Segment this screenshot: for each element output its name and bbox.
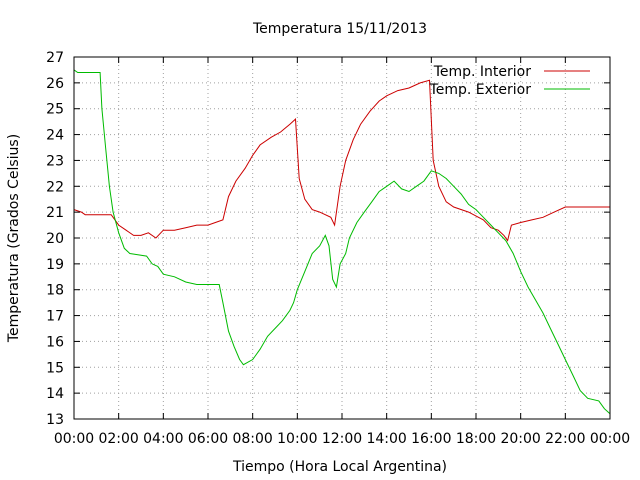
x-tick-label: 18:00 <box>456 431 496 447</box>
x-axis-label: Tiempo (Hora Local Argentina) <box>232 459 447 475</box>
y-tick-label: 27 <box>46 50 64 66</box>
y-tick-label: 15 <box>46 360 64 376</box>
series-lines <box>73 69 611 415</box>
x-tick-label: 04:00 <box>143 431 183 447</box>
x-tick-label: 14:00 <box>366 431 406 447</box>
x-tick-label: 10:00 <box>277 431 317 447</box>
y-tick-label: 22 <box>46 179 64 195</box>
series-line-temp-exterior <box>73 69 611 415</box>
x-tick-labels: 00:00 02:00 04:00 06:00 08:00 10:00 12:00 14:00… <box>54 431 630 447</box>
grid <box>74 57 610 419</box>
x-tick-label: 22:00 <box>545 431 585 447</box>
y-axis-label: Temperatura (Grados Celsius) <box>6 134 22 343</box>
x-tick-label: 20:00 <box>500 431 540 447</box>
y-tick-label: 17 <box>46 309 64 325</box>
legend-label-temp-exterior: Temp. Exterior <box>429 82 532 98</box>
x-tick-label: 00:00 <box>54 431 94 447</box>
y-tick-label: 19 <box>46 257 64 273</box>
legend-label-temp-interior: Temp. Interior <box>433 64 532 80</box>
y-tick-label: 23 <box>46 153 64 169</box>
y-tick-label: 21 <box>46 205 64 221</box>
y-tick-label: 25 <box>46 102 64 118</box>
axis-ticks <box>73 56 611 420</box>
y-tick-label: 24 <box>46 128 64 144</box>
x-tick-label: 00:00 <box>590 431 630 447</box>
x-tick-label: 08:00 <box>232 431 272 447</box>
series-line-temp-interior <box>73 79 610 242</box>
y-tick-label: 20 <box>46 231 64 247</box>
x-tick-label: 06:00 <box>188 431 228 447</box>
y-tick-label: 13 <box>46 412 64 428</box>
y-tick-labels: 13 14 15 16 17 18 19 20 21 22 23 24 25 26 27 <box>46 50 64 428</box>
x-tick-label: 16:00 <box>411 431 451 447</box>
legend: Temp. Interior Temp. Exterior <box>429 64 590 98</box>
y-tick-label: 26 <box>46 76 64 92</box>
y-tick-label: 18 <box>46 283 64 299</box>
y-tick-label: 16 <box>46 334 64 350</box>
chart-title: Temperatura 15/11/2013 <box>252 21 427 37</box>
y-tick-label: 14 <box>46 386 64 402</box>
x-tick-label: 02:00 <box>98 431 138 447</box>
x-tick-label: 12:00 <box>322 431 362 447</box>
